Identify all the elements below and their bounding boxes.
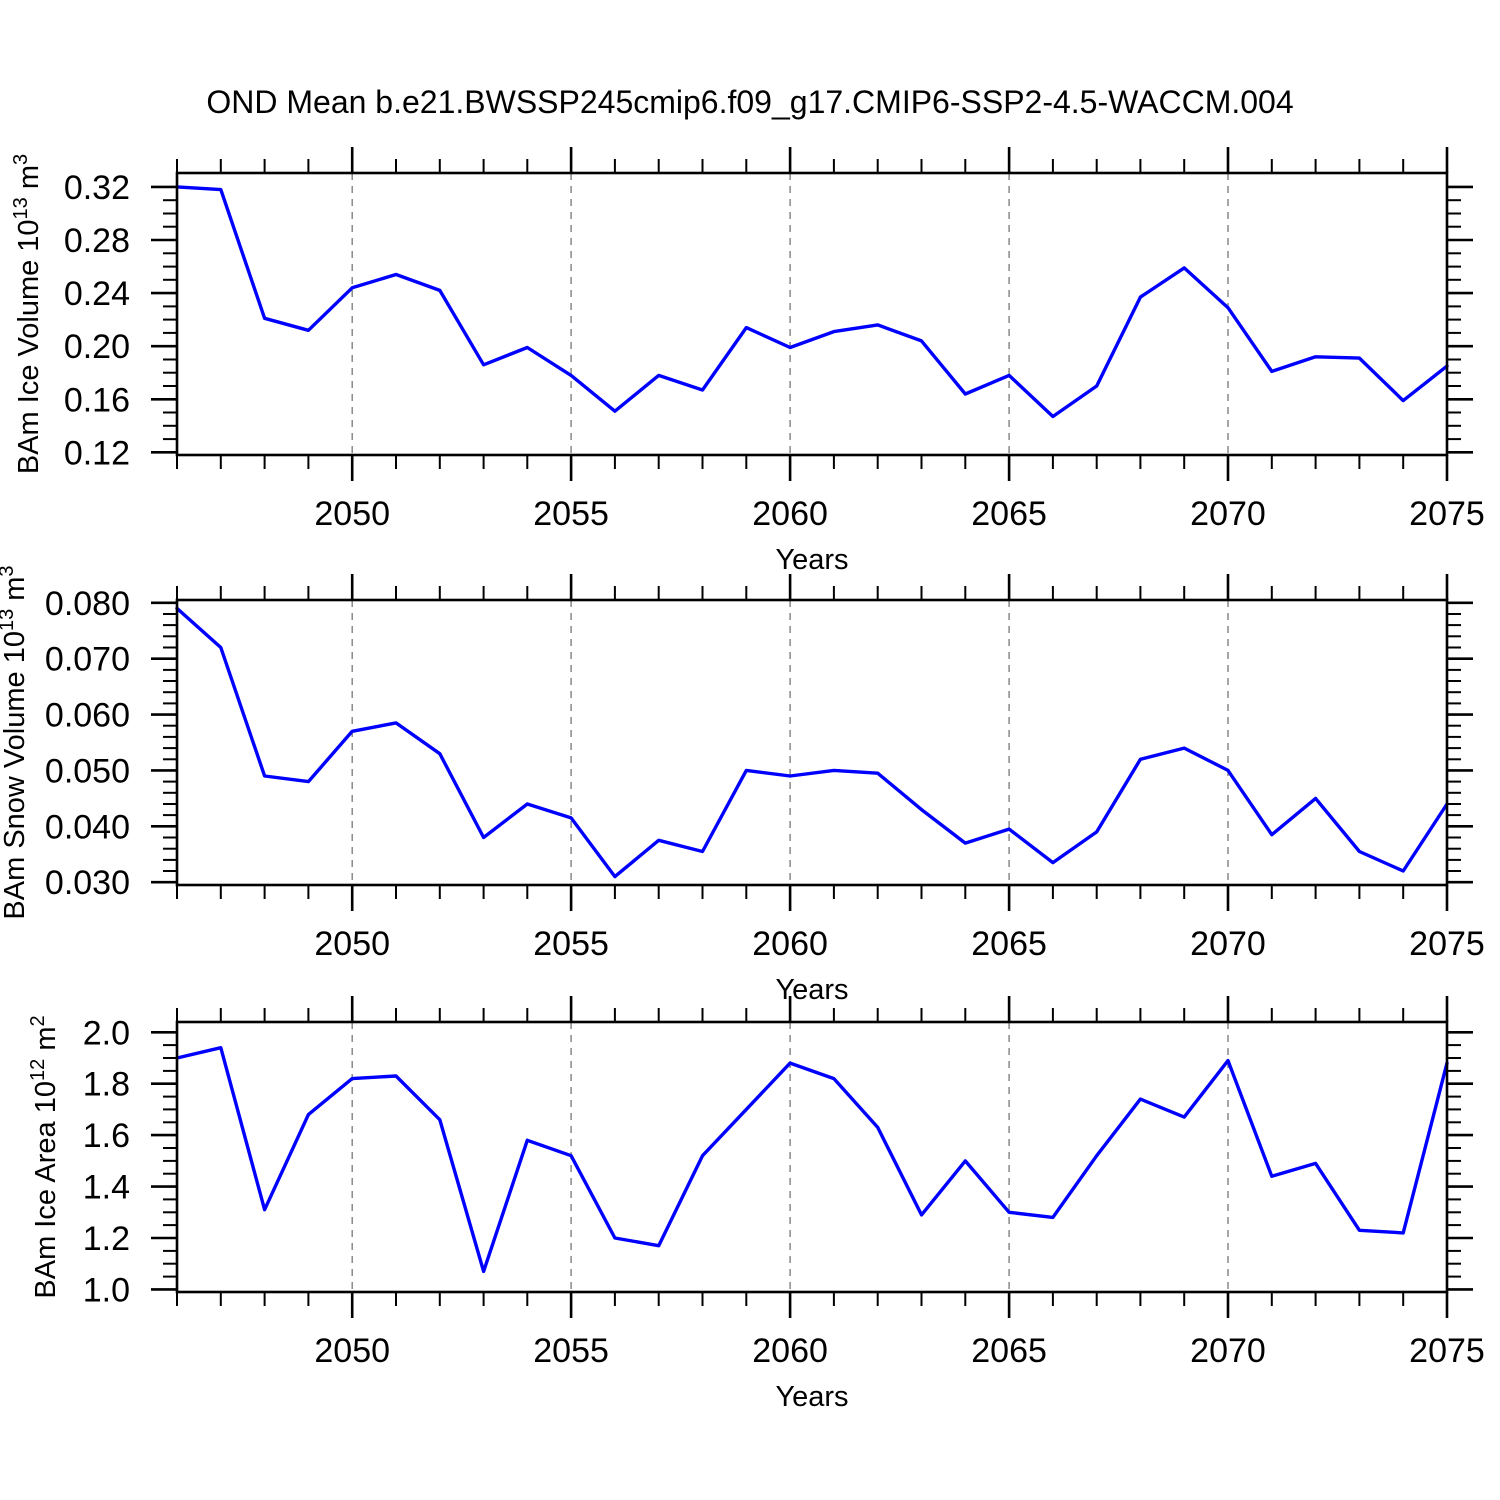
x-tick-label: 2055 [533, 495, 609, 533]
y-axis-title: BAm Snow Volume 1013 m3 [0, 565, 31, 919]
x-tick-label: 2075 [1409, 495, 1485, 533]
plot-frame [175, 598, 1449, 887]
y-tick-label: 0.12 [64, 434, 130, 472]
y-tick-label: 0.080 [45, 585, 130, 623]
y-axis-title: BAm Ice Volume 1013 m3 [10, 154, 45, 474]
plot-frame [175, 171, 1449, 457]
y-tick-label: 2.0 [83, 1014, 130, 1052]
x-tick-label: 2070 [1190, 1332, 1266, 1370]
series-line [175, 1045, 1449, 1274]
y-tick-label: 0.050 [45, 752, 130, 790]
x-tick-label: 2050 [314, 925, 390, 963]
y-tick-label: 1.2 [83, 1220, 130, 1258]
y-tick-label: 1.4 [83, 1169, 130, 1207]
y-tick-label: 1.8 [83, 1066, 130, 1104]
x-tick-label: 2055 [533, 925, 609, 963]
x-axis-title: Years [775, 974, 848, 1006]
x-axis-title: Years [775, 1381, 848, 1413]
x-tick-label: 2075 [1409, 925, 1485, 963]
y-axis-title: BAm Ice Area 1012 m2 [27, 1015, 62, 1298]
chart-bam-ice-volume: 2050 2055 2060 2065 2070 2075 0.12 0.16 0.20 0.24… [10, 147, 1485, 576]
x-tick-label: 2050 [314, 495, 390, 533]
x-tick-label: 2065 [971, 925, 1047, 963]
y-tick-label: 0.060 [45, 697, 130, 735]
figure-title: OND Mean b.e21.BWSSP245cmip6.f09_g17.CMI… [206, 84, 1294, 120]
x-tick-label: 2055 [533, 1332, 609, 1370]
y-tick-label: 1.6 [83, 1117, 130, 1155]
x-axis-title: Years [775, 544, 848, 576]
x-tick-label: 2075 [1409, 1332, 1485, 1370]
plot-frame [175, 1020, 1449, 1294]
x-tick-label: 2060 [752, 925, 828, 963]
y-tick-label: 0.070 [45, 641, 130, 679]
y-tick-label: 0.20 [64, 328, 130, 366]
series-line [175, 606, 1449, 879]
x-tick-label: 2065 [971, 1332, 1047, 1370]
x-tick-label: 2070 [1190, 495, 1266, 533]
x-tick-label: 2060 [752, 495, 828, 533]
y-tick-label: 0.040 [45, 808, 130, 846]
x-tick-label: 2065 [971, 495, 1047, 533]
chart-bam-ice-area: 2050 2055 2060 2065 2070 2075 1.0 1.2 1.4 1.6 1.8 2… [27, 996, 1485, 1413]
y-tick-label: 0.24 [64, 275, 130, 313]
y-tick-label: 0.28 [64, 222, 130, 260]
x-tick-label: 2070 [1190, 925, 1266, 963]
chart-bam-snow-volume: 2050 2055 2060 2065 2070 2075 0.030 0.040 0.050 0… [0, 565, 1485, 1006]
y-tick-label: 0.16 [64, 381, 130, 419]
series-line [175, 185, 1449, 419]
y-tick-label: 0.030 [45, 864, 130, 902]
x-tick-label: 2050 [314, 1332, 390, 1370]
x-tick-label: 2060 [752, 1332, 828, 1370]
y-tick-label: 1.0 [83, 1271, 130, 1309]
y-tick-label: 0.32 [64, 169, 130, 207]
